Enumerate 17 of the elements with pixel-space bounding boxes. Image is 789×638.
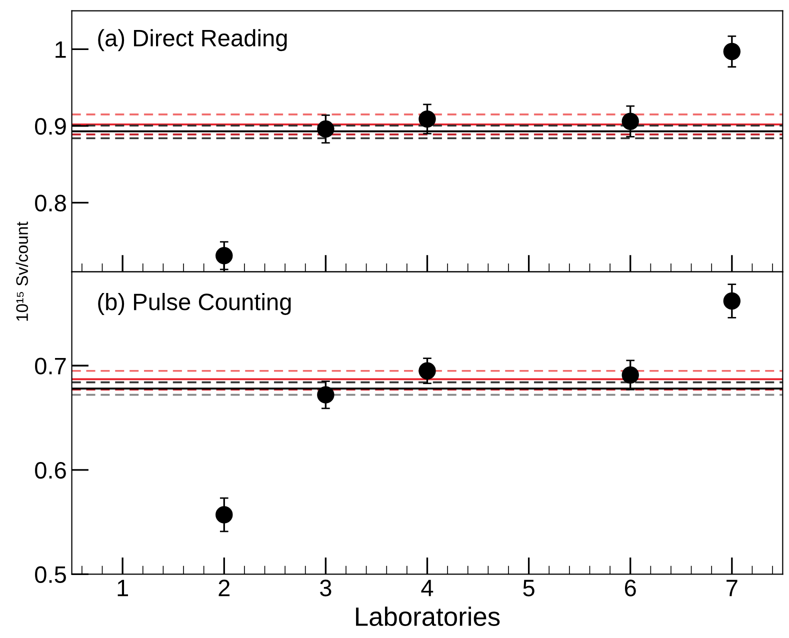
y-tick-label: 0.6 bbox=[35, 462, 66, 479]
x-tick-label: 5 bbox=[523, 580, 534, 596]
x-tick-label: 2 bbox=[218, 580, 230, 596]
y-tick-label: 0.8 bbox=[35, 194, 66, 212]
x-tick-label: 7 bbox=[726, 580, 738, 596]
text: (a) Direct Reading bbox=[98, 29, 287, 52]
x-tick-label: 3 bbox=[320, 580, 332, 596]
y-tick-label: 0.7 bbox=[35, 358, 66, 374]
y-tick-label: 0.5 bbox=[35, 566, 66, 583]
x-axis-title: Laboratories bbox=[356, 606, 500, 626]
y-axis-title: 10¹⁵ Sv/count bbox=[16, 222, 28, 321]
text: (b) Pulse Counting bbox=[98, 292, 291, 315]
x-tick-label: 4 bbox=[421, 580, 434, 596]
y-tick-label: 0.9 bbox=[35, 118, 66, 135]
x-tick-label: 6 bbox=[624, 580, 636, 596]
y-tick-label: 1 bbox=[56, 42, 66, 58]
x-tick-label: 1 bbox=[118, 580, 128, 596]
